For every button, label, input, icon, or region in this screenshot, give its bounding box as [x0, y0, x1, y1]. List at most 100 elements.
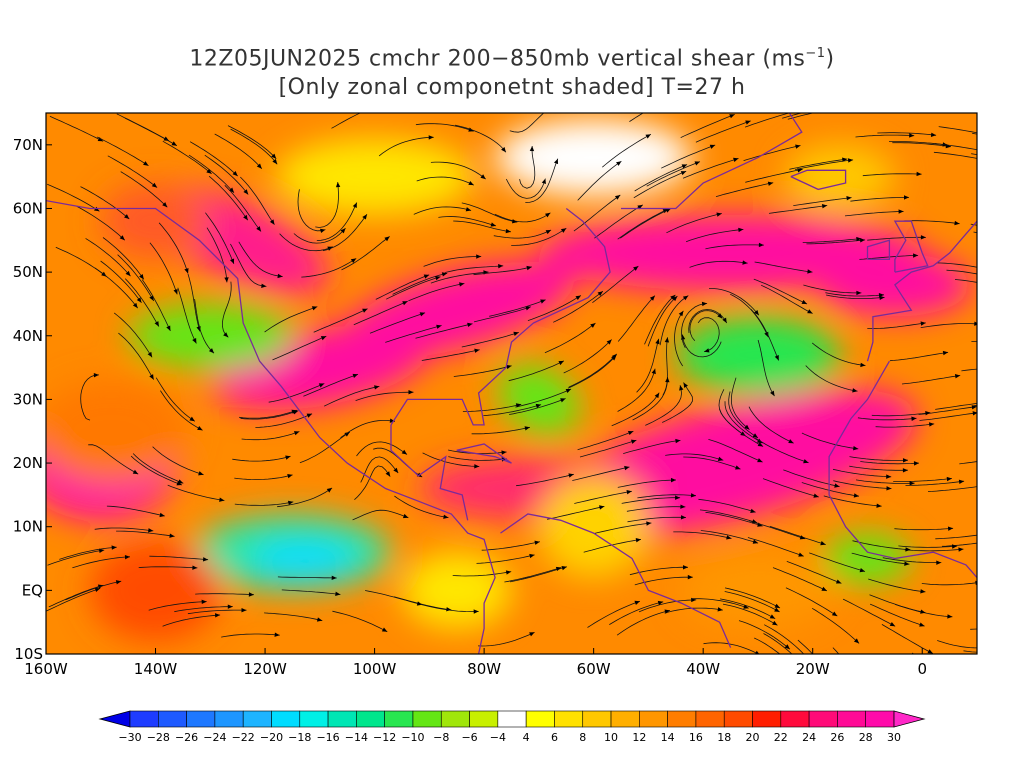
streamline-arrow: [219, 497, 225, 502]
streamline: [332, 610, 388, 633]
streamline-arrow: [889, 622, 896, 627]
streamline-arrow: [947, 614, 953, 619]
streamline-arrow: [320, 336, 327, 341]
lon-label: 100W: [353, 660, 397, 678]
title-unit-exponent: −1: [805, 46, 826, 61]
shade-region: [823, 533, 912, 584]
colorbar-label: 18: [717, 731, 731, 744]
streamline-arrow: [675, 495, 681, 500]
streamline: [617, 295, 656, 342]
streamline: [392, 272, 448, 295]
shade-region: [248, 539, 359, 578]
streamline-arrow: [903, 195, 909, 200]
streamline-arrow: [735, 465, 741, 470]
streamline-arrow: [758, 242, 764, 248]
streamline: [699, 509, 758, 524]
streamline: [901, 375, 961, 385]
colorbar-label: 30: [887, 731, 901, 744]
streamline: [355, 391, 414, 401]
streamline: [324, 386, 380, 407]
streamline: [238, 241, 283, 277]
streamline: [113, 312, 153, 358]
streamline-arrow: [957, 680, 963, 686]
streamline: [525, 158, 559, 203]
streamline-arrow: [958, 479, 965, 484]
streamline-arrow: [344, 432, 350, 437]
streamline: [313, 308, 368, 333]
streamline: [120, 171, 168, 208]
colorbar-swatch: [837, 710, 867, 728]
streamline-arrow: [616, 161, 622, 166]
lon-label: 40W: [686, 660, 720, 678]
streamline-arrow: [256, 226, 261, 232]
streamline-arrow: [511, 219, 518, 224]
streamline-arrow: [423, 274, 430, 279]
streamline-arrow: [277, 273, 283, 279]
streamline: [616, 610, 670, 636]
streamline-arrow: [575, 295, 581, 301]
streamline-arrow: [637, 204, 643, 210]
streamline-arrow: [853, 493, 859, 498]
streamline: [322, 213, 368, 252]
streamline-arrow: [529, 553, 535, 559]
colorbar-swatch: [582, 710, 612, 728]
colorbar-label: −12: [373, 731, 396, 744]
lat-label: 50N: [13, 263, 43, 281]
streamline: [892, 142, 951, 148]
streamline: [354, 465, 391, 500]
streamline: [833, 480, 892, 489]
streamline-arrow: [552, 99, 559, 106]
streamline-arrow: [223, 332, 229, 338]
streamline-arrow: [535, 403, 542, 409]
streamline: [709, 288, 760, 316]
streamline: [744, 113, 791, 128]
streamline: [661, 144, 716, 169]
streamline-arrow: [362, 308, 368, 313]
streamline-arrow: [624, 465, 630, 471]
streamline: [420, 603, 479, 613]
streamline-arrow: [350, 258, 357, 263]
streamline: [130, 455, 183, 486]
streamline-arrow: [927, 649, 933, 654]
streamline: [860, 461, 920, 465]
streamline: [849, 456, 909, 461]
streamline: [786, 561, 842, 584]
streamline: [941, 542, 977, 547]
streamline-arrow: [419, 312, 426, 317]
colorbar-swatch: [214, 710, 244, 728]
streamline: [772, 567, 828, 592]
streamline: [88, 444, 139, 475]
streamline-arrow: [635, 538, 641, 543]
streamline-arrow: [988, 399, 993, 404]
streamline: [509, 398, 566, 415]
streamline-arrow: [505, 570, 512, 575]
colorbar-over-triangle: [893, 710, 926, 728]
streamline-arrow: [201, 599, 207, 605]
streamline-arrow: [553, 158, 559, 165]
streamline-arrow: [534, 540, 540, 545]
streamline: [919, 412, 977, 421]
streamline: [177, 287, 197, 344]
lat-label: 40N: [13, 327, 43, 345]
streamline: [666, 213, 722, 234]
streamline: [160, 390, 203, 431]
streamline-arrow: [665, 208, 671, 213]
streamline-arrow: [767, 181, 774, 186]
streamline: [609, 601, 664, 625]
streamline-arrow: [490, 222, 496, 227]
streamline: [637, 494, 697, 499]
streamline-arrow: [717, 607, 723, 612]
streamline: [422, 452, 480, 467]
streamline-arrow: [831, 611, 838, 617]
streamline-arrow: [801, 299, 807, 304]
streamline: [152, 446, 204, 476]
streamline-arrow: [726, 535, 732, 540]
shade-region: [100, 183, 211, 260]
streamline-arrow: [555, 566, 562, 572]
streamline: [689, 260, 748, 268]
streamline-arrow: [132, 469, 139, 475]
streamline: [852, 540, 911, 551]
streamline: [768, 205, 828, 214]
streamline: [617, 479, 677, 488]
